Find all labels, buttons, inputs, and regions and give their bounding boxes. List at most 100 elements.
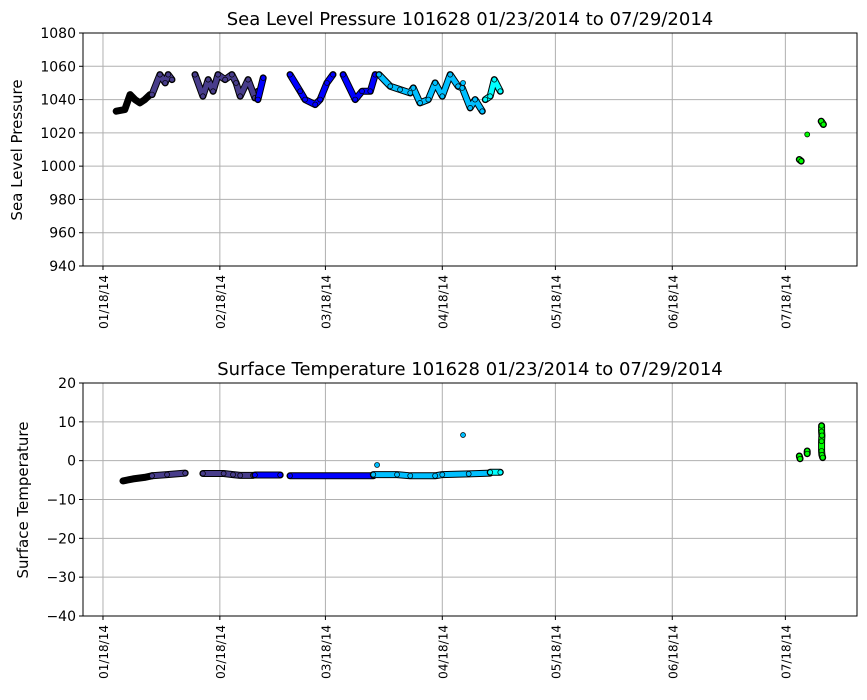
data-point	[121, 106, 128, 113]
y-tick-label: −40	[46, 609, 76, 625]
data-point	[467, 105, 474, 111]
data-point	[819, 454, 826, 461]
data-series	[460, 432, 466, 438]
y-tick-label: −30	[46, 570, 76, 586]
data-point	[798, 158, 805, 164]
data-point	[141, 474, 148, 481]
data-point	[370, 471, 377, 478]
x-tick-label: 02/18/14	[214, 625, 228, 679]
data-point	[491, 76, 498, 83]
y-tick-label: 1020	[40, 126, 76, 142]
data-series	[486, 468, 504, 476]
data-point	[487, 469, 494, 476]
y-tick-label: 1060	[40, 59, 76, 75]
y-tick-label: 1040	[40, 93, 76, 109]
data-series	[286, 71, 337, 109]
data-point	[439, 93, 446, 100]
data-point	[376, 71, 382, 78]
data-point	[149, 472, 155, 479]
data-point	[157, 71, 163, 78]
data-point	[165, 71, 172, 78]
data-point	[222, 76, 228, 83]
data-point	[260, 75, 267, 81]
chart-title: Surface Temperature 101628 01/23/2014 to…	[217, 359, 722, 380]
data-point	[497, 469, 504, 476]
y-tick-label: 980	[49, 192, 76, 208]
data-point	[387, 83, 394, 90]
data-point	[460, 432, 466, 438]
data-point	[482, 96, 489, 103]
data-point	[465, 471, 472, 477]
data-series	[148, 469, 189, 480]
axes-frame	[82, 382, 858, 617]
data-point	[397, 86, 403, 93]
series-line	[192, 72, 261, 101]
data-series	[112, 91, 156, 115]
data-point	[220, 470, 227, 477]
data-point	[137, 100, 143, 106]
data-point	[169, 76, 175, 83]
data-point	[367, 88, 374, 95]
data-point	[394, 471, 400, 478]
x-tick-label: 03/18/14	[319, 275, 333, 329]
data-series	[254, 74, 267, 104]
data-point	[487, 93, 494, 100]
data-series	[817, 117, 827, 128]
y-tick-label: −20	[46, 531, 76, 547]
data-point	[359, 88, 365, 95]
data-point	[302, 96, 308, 103]
series-line	[370, 470, 493, 479]
data-point	[200, 470, 206, 477]
data-series	[803, 447, 811, 458]
x-tick-label: 03/18/14	[319, 625, 333, 679]
data-series	[339, 71, 379, 104]
data-point	[229, 71, 235, 78]
data-point	[804, 450, 811, 457]
data-series	[369, 469, 494, 480]
data-point	[479, 108, 486, 115]
x-tick-label: 04/18/14	[436, 625, 450, 679]
data-point	[410, 85, 417, 91]
y-axis-label: Sea Level Pressure	[8, 79, 26, 220]
data-point	[439, 471, 446, 478]
x-tick-label: 01/18/14	[97, 625, 111, 679]
data-point	[340, 71, 346, 78]
data-point	[297, 88, 304, 95]
y-tick-label: 10	[58, 415, 76, 431]
data-point	[120, 478, 126, 484]
data-series	[481, 76, 504, 104]
data-point	[287, 472, 293, 479]
data-point	[432, 80, 438, 86]
data-point	[245, 76, 251, 83]
data-series	[804, 131, 811, 138]
data-point	[407, 90, 414, 96]
data-series	[148, 71, 176, 99]
data-series	[795, 156, 805, 165]
data-point	[252, 472, 258, 478]
data-point	[330, 71, 336, 78]
data-point	[804, 131, 811, 138]
data-point	[324, 80, 330, 86]
data-series	[286, 472, 377, 480]
axes-frame	[82, 32, 858, 267]
data-point	[237, 472, 244, 479]
y-tick-label: 940	[49, 259, 76, 275]
x-tick-label: 06/18/14	[666, 275, 680, 329]
data-point	[459, 85, 466, 91]
data-series	[199, 470, 257, 479]
data-point	[127, 91, 133, 98]
data-point	[130, 476, 136, 482]
data-point	[237, 93, 244, 100]
y-axis-label: Surface Temperature	[14, 422, 32, 579]
data-point	[255, 96, 261, 103]
x-tick-label: 05/18/14	[549, 625, 563, 679]
data-point	[312, 101, 319, 108]
y-tick-label: 1000	[40, 159, 76, 175]
data-point	[233, 80, 239, 86]
data-point	[132, 96, 138, 103]
y-tick-label: 1080	[40, 26, 76, 42]
data-point	[818, 438, 825, 445]
x-tick-label: 02/18/14	[214, 275, 228, 329]
data-point	[820, 121, 827, 128]
series-line	[255, 75, 266, 103]
